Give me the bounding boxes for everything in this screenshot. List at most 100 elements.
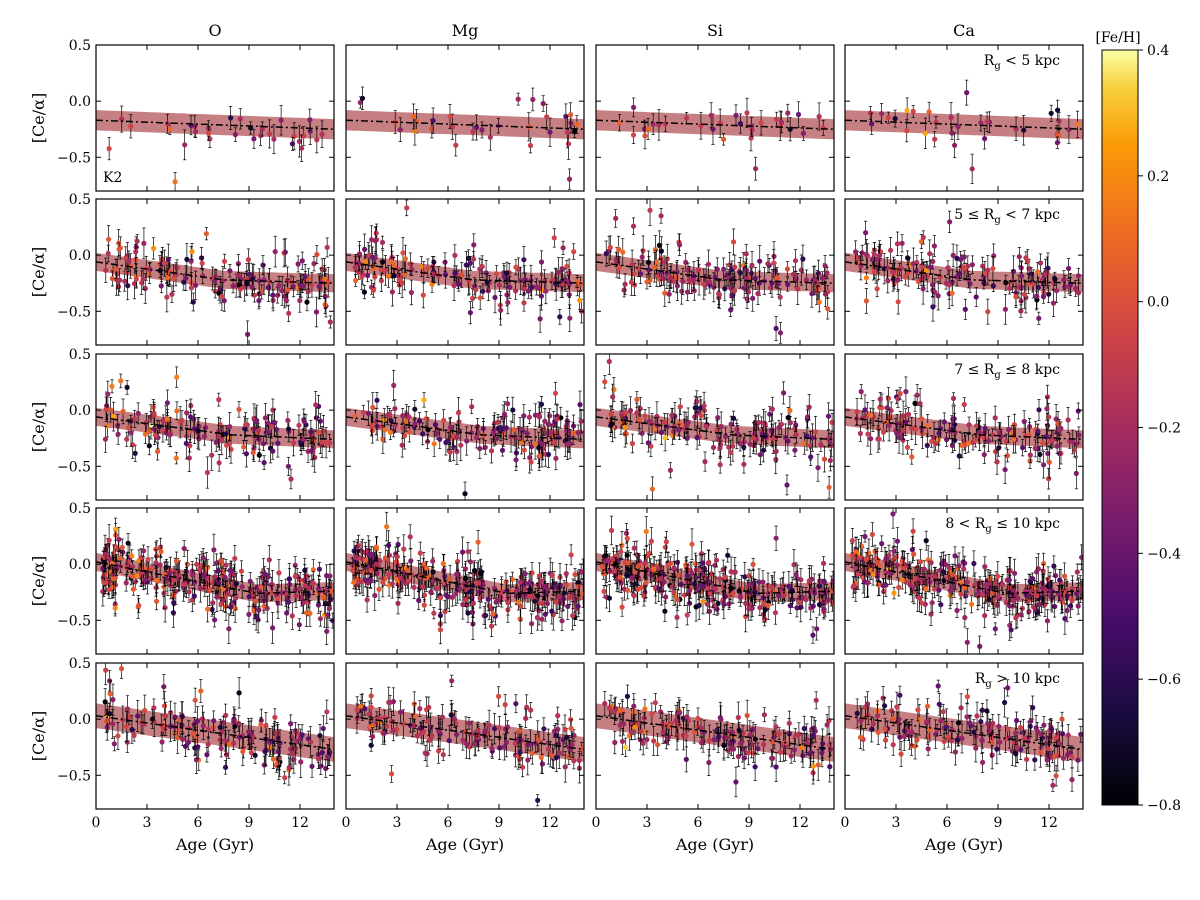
panel-ca-row-3: 7 ≤ Rg ≤ 8 kpc [844, 353, 1084, 501]
data-point [513, 457, 519, 463]
data-point [504, 292, 510, 298]
data-point [1007, 285, 1013, 291]
data-point [519, 440, 525, 446]
data-point [498, 425, 504, 431]
data-point [669, 412, 675, 419]
data-point [115, 431, 121, 437]
data-point [710, 444, 717, 451]
data-point [453, 142, 459, 148]
data-point [982, 136, 988, 142]
data-point [787, 420, 794, 426]
data-point [952, 142, 958, 148]
data-point [827, 457, 833, 464]
y-tick-label: 0.5 [69, 192, 91, 208]
data-point [276, 283, 282, 289]
inset-label: K2 [103, 170, 122, 186]
panel-frame [95, 198, 335, 346]
data-point [184, 433, 190, 439]
data-point [616, 246, 622, 252]
data-point [775, 281, 781, 287]
data-point [109, 383, 115, 389]
data-point [1013, 294, 1019, 300]
data-point [103, 406, 109, 412]
data-point [201, 433, 208, 440]
data-point [773, 456, 779, 463]
data-point [259, 289, 265, 295]
data-point [703, 423, 709, 430]
data-point [801, 441, 808, 447]
data-point [721, 136, 727, 142]
fit-band [346, 110, 584, 140]
data-point [216, 433, 222, 439]
data-point [566, 141, 572, 147]
data-point [404, 205, 410, 211]
data-point [1056, 118, 1062, 124]
data-point [227, 424, 233, 430]
data-point [804, 433, 810, 439]
data-point [524, 430, 530, 437]
data-point [391, 382, 397, 388]
data-point [505, 401, 511, 407]
data-point [929, 282, 936, 288]
data-point [473, 435, 479, 441]
data-point [728, 307, 734, 313]
data-point [470, 129, 476, 135]
fit-line [346, 261, 584, 284]
data-point [113, 266, 119, 272]
data-point [816, 113, 822, 120]
data-point [571, 249, 577, 255]
data-point [498, 307, 504, 313]
data-point [752, 275, 758, 281]
data-point [577, 402, 583, 408]
data-point [270, 292, 276, 298]
data-point [528, 459, 534, 465]
data-point [722, 286, 728, 292]
data-point [188, 285, 194, 291]
data-point [904, 128, 910, 134]
data-point [521, 300, 527, 306]
data-point [125, 425, 131, 431]
data-point [684, 435, 690, 441]
data-point [307, 117, 313, 123]
data-point [702, 459, 708, 465]
row-label: 5 ≤ Rg < 7 kpc [954, 207, 1060, 226]
data-point [744, 110, 750, 116]
data-point [920, 286, 926, 292]
data-point [378, 267, 384, 273]
data-point [874, 286, 880, 292]
data-point [947, 219, 953, 225]
data-point [527, 455, 533, 461]
data-point [183, 275, 189, 281]
data-point [184, 256, 190, 262]
data-point [302, 274, 308, 280]
data-point [416, 418, 423, 424]
data-point [790, 271, 797, 277]
data-point [961, 265, 967, 271]
data-point [308, 448, 314, 454]
data-point [521, 447, 527, 453]
data-point [527, 142, 534, 149]
data-point [203, 424, 209, 431]
data-point [296, 138, 302, 144]
data-point [504, 270, 510, 276]
data-point [146, 443, 152, 449]
data-point [566, 270, 572, 276]
y-tick-label: −0.5 [57, 304, 91, 320]
data-point [169, 291, 175, 297]
data-point [226, 440, 232, 447]
data-point [265, 285, 271, 291]
panel-ca-row-2: 5 ≤ Rg < 7 kpc [844, 198, 1084, 346]
data-point [656, 242, 663, 248]
data-point [607, 244, 613, 251]
data-point [918, 276, 924, 283]
data-point [241, 444, 247, 450]
data-point [369, 254, 376, 260]
data-point [172, 179, 178, 185]
data-point [727, 262, 733, 268]
data-point [884, 265, 890, 271]
data-point [711, 284, 717, 290]
data-point [399, 442, 405, 448]
data-point [776, 424, 782, 431]
data-point [777, 330, 784, 336]
